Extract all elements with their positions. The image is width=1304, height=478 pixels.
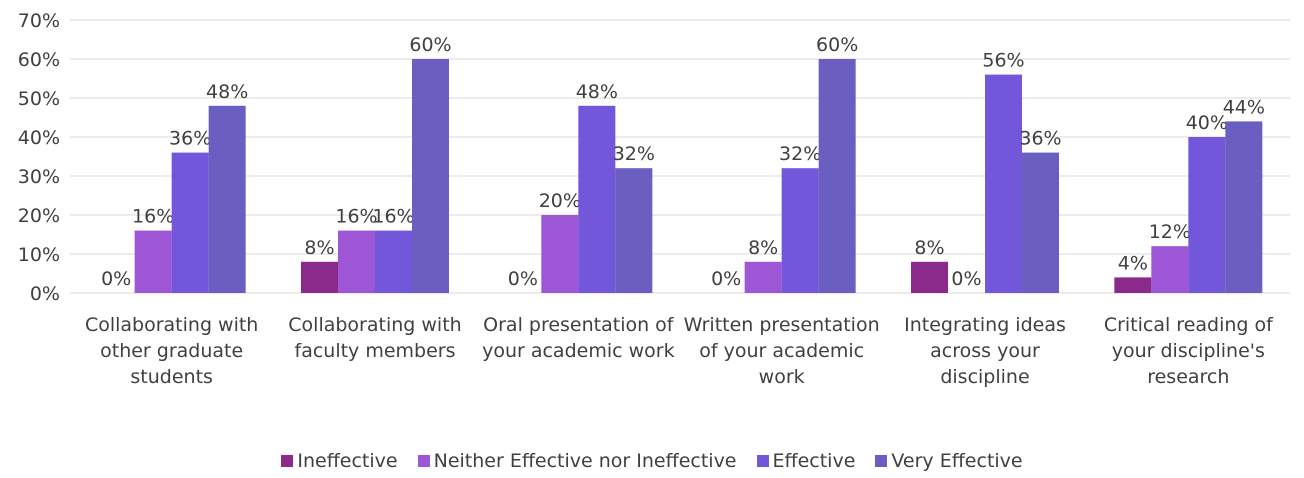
data-label: 0% <box>711 268 741 290</box>
bar <box>301 261 338 293</box>
data-label: 36% <box>1019 128 1061 150</box>
legend-swatch <box>281 455 294 467</box>
bar <box>818 59 856 293</box>
data-label: 16% <box>335 206 377 228</box>
bar <box>375 230 412 293</box>
bar <box>338 230 375 293</box>
data-label: 36% <box>169 128 211 150</box>
data-label: 8% <box>914 237 944 259</box>
x-tick-label: Collaborating with faculty members <box>288 314 462 362</box>
x-tick-label: Integrating ideas across your discipline <box>904 314 1066 388</box>
bar <box>134 230 172 293</box>
data-label: 8% <box>304 237 334 259</box>
data-label: 4% <box>1118 252 1148 274</box>
legend-label: Very Effective <box>891 450 1023 472</box>
y-tick-label: 30% <box>18 166 60 188</box>
x-tick-label: Oral presentation of your academic work <box>482 314 675 362</box>
legend-swatch <box>417 455 430 467</box>
bar <box>1114 277 1152 293</box>
bar <box>1225 121 1263 294</box>
data-label: 40% <box>1186 112 1228 134</box>
legend-item: Effective <box>756 450 856 472</box>
y-tick-label: 40% <box>18 127 60 149</box>
data-label: 0% <box>101 268 131 290</box>
data-label: 12% <box>1149 221 1191 243</box>
x-tick-label: Critical reading of your discipline's re… <box>1103 314 1273 388</box>
legend-item: Ineffective <box>281 450 398 472</box>
y-tick-label: 50% <box>18 88 60 110</box>
bar <box>171 152 209 293</box>
bar <box>744 261 782 293</box>
data-label: 0% <box>951 268 981 290</box>
data-label: 60% <box>409 34 451 56</box>
y-tick-label: 20% <box>18 205 60 227</box>
bar <box>578 105 616 293</box>
bar <box>1188 137 1226 293</box>
bar <box>208 105 246 293</box>
bar <box>911 261 948 293</box>
data-label: 8% <box>748 237 778 259</box>
bar <box>1022 152 1059 293</box>
bar <box>1151 246 1189 293</box>
legend-label: Ineffective <box>297 450 398 472</box>
data-label: 0% <box>508 268 538 290</box>
bar <box>615 168 653 293</box>
data-label: 32% <box>613 143 655 165</box>
data-label: 16% <box>132 206 174 228</box>
legend-item: Very Effective <box>875 450 1023 472</box>
legend-swatch <box>756 455 769 467</box>
bar <box>412 59 449 293</box>
data-label: 44% <box>1223 96 1265 118</box>
legend-label: Effective <box>772 450 856 472</box>
y-tick-label: 0% <box>30 283 60 305</box>
data-label: 60% <box>816 34 858 56</box>
legend-swatch <box>875 455 888 467</box>
x-tick-label: Written presentation of your academic wo… <box>683 314 880 388</box>
y-tick-label: 70% <box>18 10 60 32</box>
bar <box>781 168 819 293</box>
x-tick-label: Collaborating with other graduate studen… <box>84 314 259 388</box>
data-label: 48% <box>576 81 618 103</box>
y-tick-label: 60% <box>18 49 60 71</box>
y-tick-label: 10% <box>18 244 60 266</box>
data-label: 16% <box>372 206 414 228</box>
plot: 0%10%20%30%40%50%60%70%0%16%36%48%8%16%1… <box>18 10 1290 305</box>
data-label: 56% <box>982 50 1024 72</box>
data-label: 32% <box>779 143 821 165</box>
legend-item: Neither Effective nor Ineffective <box>417 450 737 472</box>
bar <box>541 215 579 293</box>
bar <box>985 74 1022 293</box>
legend: Ineffective Neither Effective nor Ineffec… <box>0 450 1304 472</box>
data-label: 20% <box>539 190 581 212</box>
data-label: 48% <box>206 81 248 103</box>
legend-label: Neither Effective nor Ineffective <box>433 450 737 472</box>
